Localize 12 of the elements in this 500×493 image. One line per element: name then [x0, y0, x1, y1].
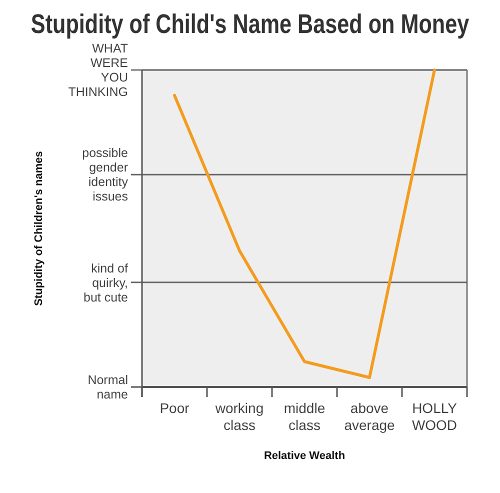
x-tick-label: working class: [214, 400, 264, 433]
x-tick-label: Poor: [160, 400, 190, 416]
x-tick-label: HOLLY WOOD: [412, 400, 458, 433]
x-tick-label: above average: [344, 400, 396, 433]
ref-line-label: kind of quirky, but cute: [84, 261, 129, 304]
text: Stupidity of Children's names: [33, 151, 45, 306]
x-tick-label: middle class: [284, 400, 326, 433]
ref-line-label: Normal name: [88, 373, 128, 402]
chart-title: Stupidity of Child's Name Based on Money: [30, 10, 470, 40]
ref-line-label: possible gender identity issues: [82, 146, 129, 204]
ref-line-label: WHAT WERE YOU THINKING: [68, 42, 128, 100]
x-axis-title: Relative Wealth: [264, 450, 346, 462]
